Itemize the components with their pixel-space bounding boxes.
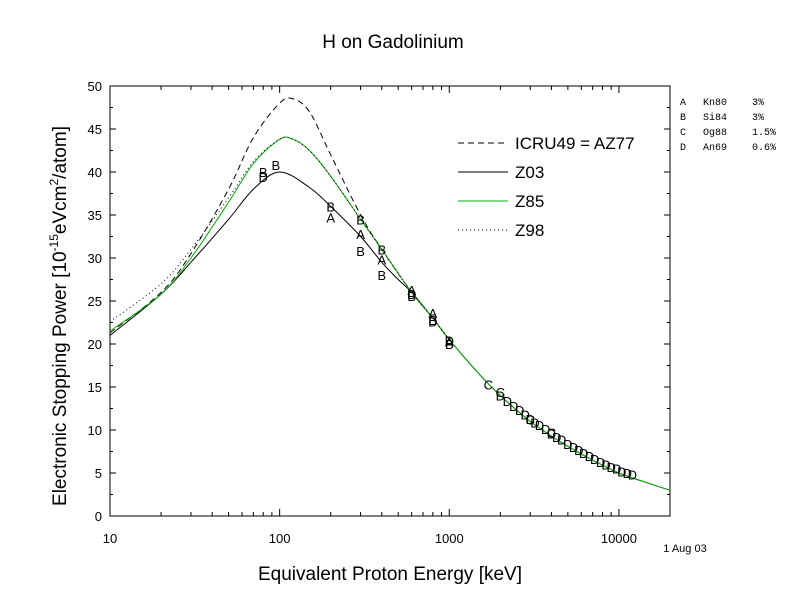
x-tick-label: 10000 <box>601 531 637 546</box>
y-tick-label: 45 <box>88 122 102 137</box>
legend-label: Z98 <box>515 221 544 240</box>
data-point-d: D <box>503 394 512 409</box>
data-point-d: D <box>509 399 518 414</box>
y-tick-label: 40 <box>88 165 102 180</box>
data-point-d: D <box>585 449 594 464</box>
data-point-a: A <box>356 227 365 242</box>
x-axis-label: Equivalent Proton Energy [keV] <box>258 564 522 585</box>
reference-label: Og88 <box>703 128 727 139</box>
y-tick-label: 50 <box>88 79 102 94</box>
y-axis-label-part: /atom] <box>50 126 71 179</box>
chart-title: H on Gadolinium <box>322 32 464 53</box>
data-point-c: C <box>496 385 505 400</box>
data-point-d: D <box>428 315 437 330</box>
data-point-d: D <box>259 170 268 185</box>
series-layer <box>109 97 671 491</box>
reference-percent: 3% <box>752 113 764 124</box>
reference-key: A Kn80 3% B Si84 3% C Og88 1.5% D An69 0.6% <box>680 98 776 154</box>
data-point-d: D <box>628 468 637 483</box>
legend-label: ICRU49 = AZ77 <box>515 134 635 153</box>
data-point-b: B <box>259 165 268 180</box>
data-point-d: D <box>520 408 529 423</box>
y-tick-label: 5 <box>95 466 102 481</box>
data-point-d: D <box>569 440 578 455</box>
data-point-d: D <box>515 403 524 418</box>
data-point-b: B <box>377 268 386 283</box>
legend: ICRU49 = AZ77 Z03 Z85 Z98 <box>458 134 635 240</box>
data-point-d: D <box>407 287 416 302</box>
y-axis-label: Electronic Stopping Power [10-15eVcm2/at… <box>47 126 71 506</box>
data-point-d: D <box>606 460 615 475</box>
data-point-a: A <box>326 211 335 226</box>
y-tick-label: 25 <box>88 294 102 309</box>
data-point-d: D <box>579 446 588 461</box>
series-line-icru49-az77 <box>109 97 450 341</box>
data-point-d: D <box>557 432 566 447</box>
data-point-d: D <box>541 422 550 437</box>
data-point-a: A <box>445 334 454 349</box>
data-point-d: D <box>590 452 599 467</box>
series-line-z85 <box>109 136 671 491</box>
reference-letter: A <box>680 98 686 109</box>
data-point-b: B <box>377 242 386 257</box>
date-stamp: 1 Aug 03 <box>663 543 706 555</box>
y-axis-label-part: eVcm <box>50 186 71 235</box>
x-tick-label: 1000 <box>435 531 464 546</box>
reference-percent: 3% <box>752 98 764 109</box>
axis-ticks: 0 5 10 15 20 25 30 35 40 45 50 10 100 1000 10000 <box>88 79 671 546</box>
legend-label: Z85 <box>515 192 544 211</box>
x-tick-label: 10 <box>103 531 117 546</box>
reference-letter: D <box>680 143 686 154</box>
data-point-d: D <box>552 430 561 445</box>
reference-percent: 1.5% <box>752 128 776 139</box>
y-axis-label-exponent: 2 <box>47 179 61 186</box>
reference-letter: B <box>680 113 686 124</box>
data-point-b: B <box>356 244 365 259</box>
data-point-b: B <box>407 289 416 304</box>
reference-letter: C <box>680 128 686 139</box>
data-point-c: C <box>526 413 535 428</box>
data-point-c: C <box>547 426 556 441</box>
legend-label: Z03 <box>515 163 544 182</box>
data-point-d: D <box>596 455 605 470</box>
data-point-a: A <box>407 283 416 298</box>
series-line-z03 <box>109 171 671 491</box>
y-tick-label: 0 <box>95 509 102 524</box>
y-tick-label: 10 <box>88 423 102 438</box>
data-point-b: B <box>272 158 281 173</box>
reference-label: Si84 <box>703 112 727 124</box>
data-point-d: D <box>612 462 621 477</box>
y-tick-label: 15 <box>88 380 102 395</box>
data-point-b: B <box>445 337 454 352</box>
y-tick-label: 30 <box>88 251 102 266</box>
data-point-b: B <box>326 199 335 214</box>
data-point-a: A <box>429 306 438 321</box>
data-point-d: D <box>530 415 539 430</box>
reference-label: Kn80 <box>703 98 727 109</box>
data-point-d: D <box>601 457 610 472</box>
data-point-b: B <box>356 212 365 227</box>
data-point-d: D <box>535 418 544 433</box>
y-axis-label-exponent: -15 <box>47 234 61 252</box>
data-point-d: D <box>526 412 535 427</box>
data-point-d: D <box>623 466 632 481</box>
data-point-d: D <box>445 334 454 349</box>
data-point-a: A <box>377 253 386 268</box>
reference-percent: 0.6% <box>752 143 776 154</box>
y-tick-label: 35 <box>88 208 102 223</box>
data-point-d: D <box>547 426 556 441</box>
data-point-d: D <box>496 389 505 404</box>
data-point-c: C <box>484 377 493 392</box>
x-tick-label: 100 <box>269 531 291 546</box>
data-point-b: B <box>429 313 438 328</box>
data-point-d: D <box>574 443 583 458</box>
data-point-d: D <box>563 437 572 452</box>
y-axis-label-part: Electronic Stopping Power [10 <box>50 251 71 506</box>
data-point-d: D <box>617 464 626 479</box>
y-tick-label: 20 <box>88 337 102 352</box>
series-line-z98 <box>109 136 450 341</box>
reference-label: An69 <box>703 143 727 154</box>
